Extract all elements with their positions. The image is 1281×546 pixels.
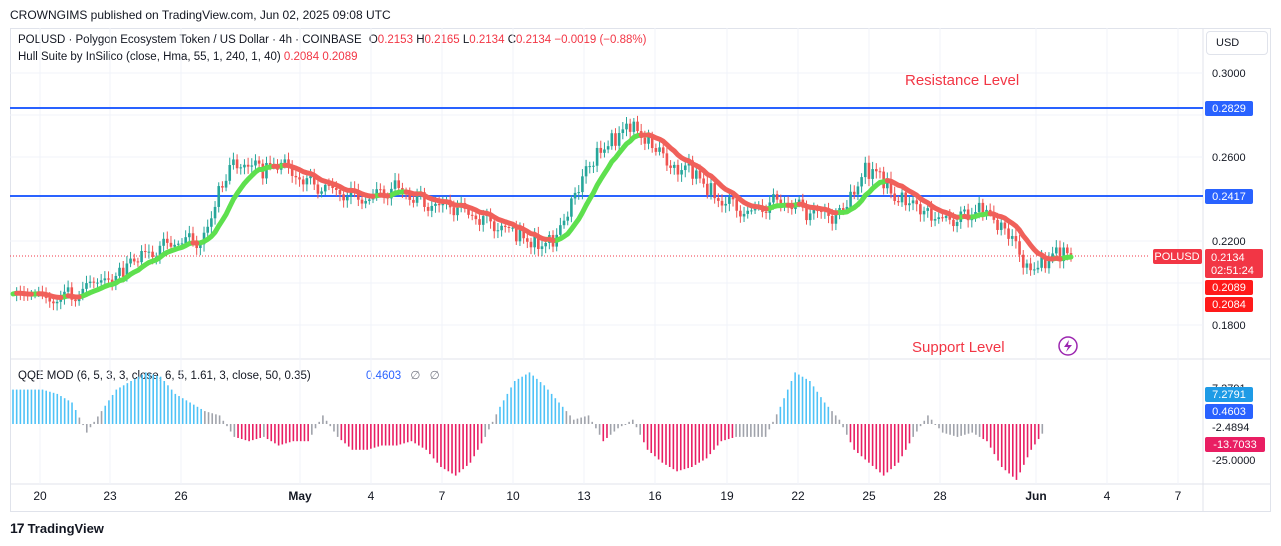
low-label: L <box>462 34 470 46</box>
hull-name: Hull Suite by InSilico (close, Hma, 55, … <box>18 51 281 63</box>
hull-value-1: 0.2084 <box>283 51 320 63</box>
tradingview-brand: TradingView <box>27 520 104 536</box>
high-value: 0.2165 <box>424 34 460 46</box>
qqe-value: 0.4603 <box>365 370 402 382</box>
open-label: O <box>368 34 378 46</box>
symbol-legend[interactable]: POLUSD · Polygon Ecosystem Token / US Do… <box>18 34 646 46</box>
qqe-empty-1: ∅ <box>410 370 421 382</box>
symbol-title: POLUSD · Polygon Ecosystem Token / US Do… <box>18 34 362 46</box>
tradingview-footer[interactable]: 17 TradingView <box>10 520 104 536</box>
open-value: 0.2153 <box>377 34 413 46</box>
publisher-header: CROWNGIMS published on TradingView.com, … <box>10 8 391 22</box>
low-value: 0.2134 <box>469 34 505 46</box>
close-value: 0.2134 <box>516 34 552 46</box>
qqe-name: QQE MOD (6, 5, 3, 3, close, 6, 5, 1.61, … <box>18 370 311 382</box>
currency-button[interactable] <box>1206 31 1268 55</box>
currency-label: USD <box>1216 37 1240 49</box>
qqe-legend[interactable]: QQE MOD (6, 5, 3, 3, close, 6, 5, 1.61, … <box>18 368 440 382</box>
hull-value-2: 0.2089 <box>322 51 358 63</box>
hull-legend[interactable]: Hull Suite by InSilico (close, Hma, 55, … <box>18 51 358 63</box>
change-value: −0.0019 (−0.88%) <box>554 34 647 46</box>
tradingview-logo-icon: 17 <box>10 520 25 536</box>
chart-frame <box>10 28 1271 512</box>
high-label: H <box>416 34 425 46</box>
close-label: C <box>507 34 516 46</box>
qqe-empty-2: ∅ <box>429 370 440 382</box>
